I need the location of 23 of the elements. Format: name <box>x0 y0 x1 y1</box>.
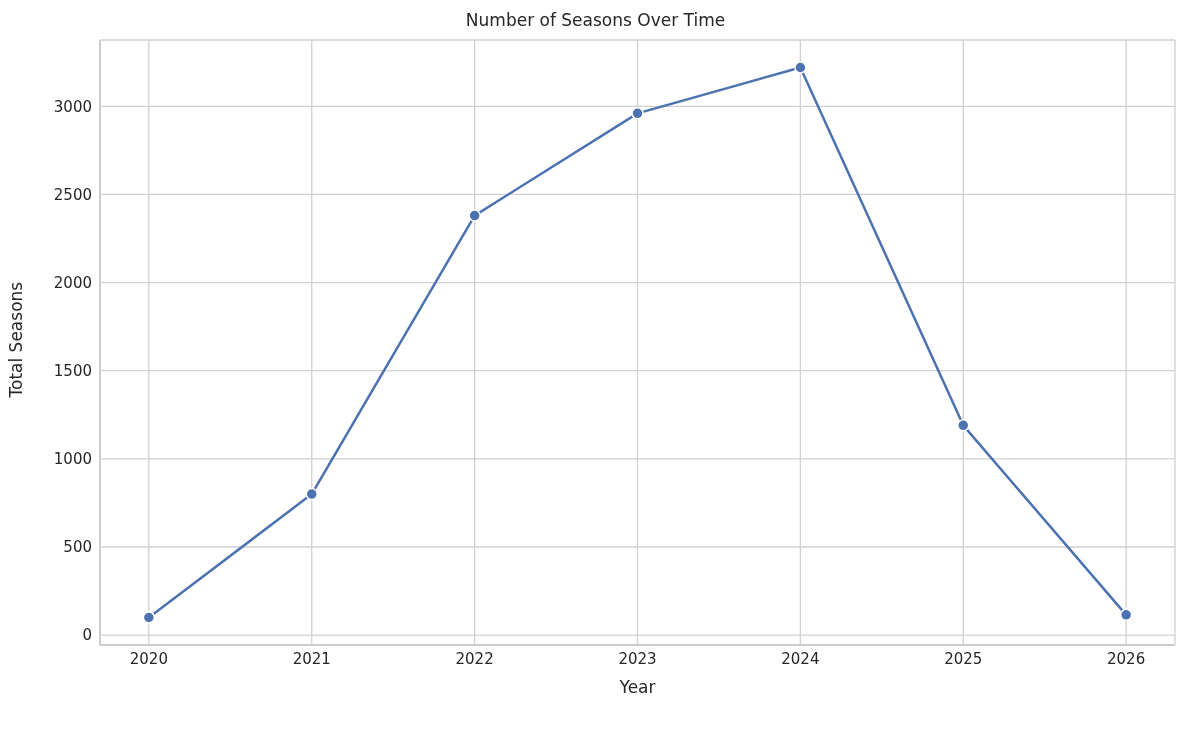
x-tick-label: 2020 <box>129 649 168 668</box>
x-tick-label: 2025 <box>944 649 983 668</box>
point <box>1119 608 1133 622</box>
y-tick-label: 0 <box>82 626 92 645</box>
point <box>468 209 481 222</box>
x-axis-title: Year <box>618 677 656 697</box>
y-tick-label: 2500 <box>53 185 92 204</box>
y-tick-label: 3000 <box>53 97 92 116</box>
x-tick-label: 2021 <box>292 649 331 668</box>
x-tick-label: 2023 <box>618 649 657 668</box>
x-tick-label: 2024 <box>781 649 820 668</box>
point <box>631 107 644 120</box>
y-tick-label: 1000 <box>53 450 92 469</box>
y-tick-label: 2000 <box>53 273 92 292</box>
x-tick-label: 2026 <box>1107 649 1146 668</box>
y-tick-label: 1500 <box>53 362 92 381</box>
point <box>142 611 156 624</box>
y-tick-label: 500 <box>63 538 92 557</box>
point <box>794 61 807 74</box>
point <box>305 487 318 501</box>
y-axis-title: Total Seasons <box>6 281 27 399</box>
x-tick-label: 2022 <box>455 649 494 668</box>
chart-title: Number of Seasons Over Time <box>464 10 727 30</box>
